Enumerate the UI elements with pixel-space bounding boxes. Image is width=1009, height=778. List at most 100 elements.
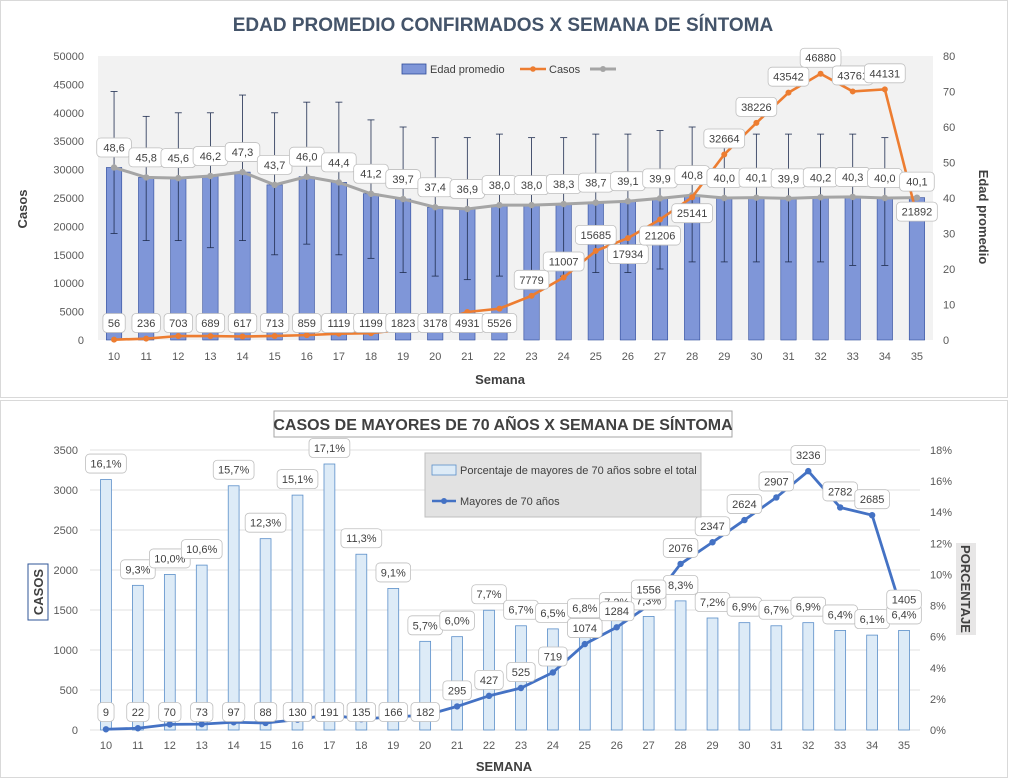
x-tick: 27 <box>654 351 666 363</box>
label-porcentaje: 7,2% <box>700 597 725 609</box>
point-casos <box>560 274 567 281</box>
label-mayores-70-box: 2782 <box>822 481 858 502</box>
x-tick: 14 <box>236 351 248 363</box>
point-mayores-70 <box>868 512 876 519</box>
label-edad: 40,0 <box>874 173 895 185</box>
label-edad: 40,1 <box>746 173 767 185</box>
label-edad-box: 41,2 <box>353 163 389 184</box>
point-casos <box>689 194 696 201</box>
x-tick: 28 <box>686 351 698 363</box>
label-edad-frame <box>224 142 261 162</box>
label-porcentaje-box: 17,1% <box>308 438 351 458</box>
x-tick: 22 <box>493 351 505 363</box>
label-mayores-70-box: 182 <box>410 702 440 722</box>
label-casos-frame <box>481 313 518 333</box>
label-mayores-70-box: 97 <box>222 702 246 722</box>
x-tick: 14 <box>228 740 240 752</box>
label-porcentaje-box: 7,2% <box>694 592 731 612</box>
point-edad <box>367 190 375 197</box>
label-mayores-70-box: 1405 <box>886 589 922 610</box>
y-right-tick: 50 <box>943 158 955 170</box>
label-mayores-70: 70 <box>164 707 176 719</box>
label-casos-frame <box>292 313 322 333</box>
label-mayores-70-box: 525 <box>506 662 536 682</box>
label-mayores-70-frame <box>314 702 345 722</box>
y-right-tick: 10% <box>930 569 952 581</box>
x-tick: 26 <box>611 740 623 752</box>
label-edad-box: 40,0 <box>867 168 903 188</box>
chart2-title: CASOS DE MAYORES DE 70 AÑOS X SEMANA DE … <box>273 414 733 434</box>
label-mayores-70-box: 719 <box>538 646 568 667</box>
point-edad <box>303 173 310 180</box>
label-edad: 36,9 <box>457 184 478 196</box>
label-casos-box: 4931 <box>449 313 486 333</box>
chart2-xlabel: SEMANA <box>476 759 533 774</box>
label-mayores-70-frame <box>630 579 667 600</box>
label-casos-frame <box>163 313 193 333</box>
point-casos <box>657 216 664 223</box>
label-porcentaje-frame <box>471 584 507 605</box>
label-mayores-70-box: 2907 <box>758 471 795 492</box>
label-casos-box: 15685 <box>574 225 617 245</box>
label-casos-frame <box>767 66 810 87</box>
x-tick: 21 <box>461 351 473 363</box>
label-porcentaje-box: 6,4% <box>886 604 922 625</box>
label-porcentaje-box: 6,9% <box>790 596 826 617</box>
y-left-tick: 10000 <box>53 278 84 290</box>
point-mayores-70 <box>805 467 812 475</box>
y-left-tick: 50000 <box>53 51 84 63</box>
label-casos: 7779 <box>519 275 543 287</box>
label-casos-box: 21892 <box>896 201 938 222</box>
label-casos-frame <box>703 128 746 149</box>
label-mayores-70-frame <box>599 601 635 622</box>
x-tick: 30 <box>738 740 750 752</box>
label-porcentaje-box: 6,0% <box>439 610 475 631</box>
label-porcentaje: 8,3% <box>668 580 693 592</box>
label-mayores-70-frame <box>190 702 214 722</box>
label-edad-box: 44,4 <box>321 152 357 173</box>
label-edad-box: 37,4 <box>417 177 453 198</box>
chart2-legend: Porcentaje de mayores de 70 años sobre e… <box>424 452 702 518</box>
label-porcentaje-box: 6,9% <box>726 596 763 617</box>
label-edad-box: 39,7 <box>385 169 421 189</box>
point-casos <box>753 119 760 126</box>
label-mayores-70-box: 2624 <box>726 494 763 514</box>
label-mayores-70-frame <box>790 445 826 466</box>
label-edad: 39,9 <box>649 173 670 185</box>
label-porcentaje: 6,0% <box>445 616 470 628</box>
point-edad <box>399 195 407 203</box>
point-edad <box>817 194 824 201</box>
label-edad-box: 47,3 <box>224 142 261 162</box>
label-edad-box: 39,9 <box>770 168 807 189</box>
bar-porcentaje <box>547 628 559 731</box>
label-casos: 1119 <box>327 318 350 330</box>
label-casos-box: 38226 <box>735 96 778 117</box>
y-right-tick: 8% <box>930 601 946 613</box>
label-casos: 617 <box>233 318 251 330</box>
point-edad <box>110 164 118 171</box>
label-porcentaje-box: 15,1% <box>276 469 319 490</box>
label-mayores-70-box: 191 <box>314 702 345 722</box>
label-mayores-70: 9 <box>103 707 109 719</box>
label-edad: 45,6 <box>168 153 189 165</box>
chart1-ylabel-left: Casos <box>15 189 30 228</box>
label-edad-box: 38,7 <box>578 172 614 193</box>
point-mayores-70 <box>517 684 525 692</box>
chart2-ylabel-right: PORCENTAJE <box>958 545 973 633</box>
label-edad-box: 40,2 <box>802 167 839 188</box>
bar-porcentaje <box>802 622 815 731</box>
y-right-tick: 40 <box>943 193 955 205</box>
label-casos: 38226 <box>741 102 772 114</box>
label-casos: 46880 <box>805 53 836 65</box>
label-casos: 32664 <box>709 133 740 145</box>
label-casos-box: 1199 <box>353 313 389 333</box>
label-mayores-70: 22 <box>132 707 144 719</box>
point-mayores-70 <box>709 539 716 546</box>
point-mayores-70 <box>613 624 620 631</box>
x-tick: 29 <box>706 740 718 752</box>
label-mayores-70-frame <box>346 702 376 722</box>
label-edad-box: 45,6 <box>160 148 197 169</box>
label-mayores-70-frame <box>442 680 472 701</box>
point-casos <box>496 305 503 312</box>
point-edad <box>721 194 728 202</box>
